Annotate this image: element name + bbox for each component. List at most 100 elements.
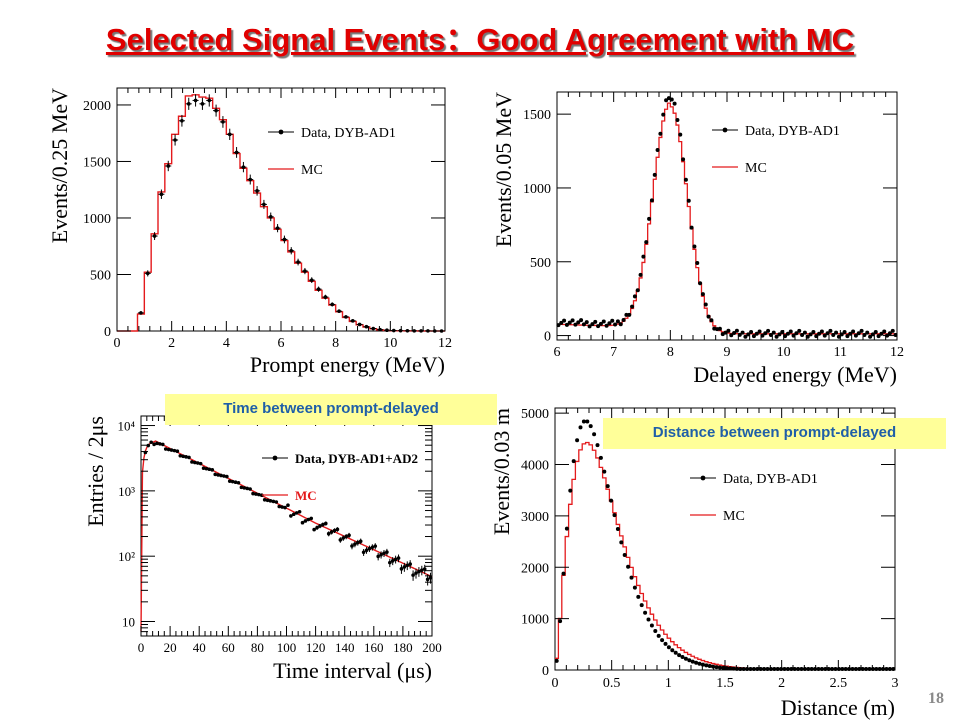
data-point [405, 563, 410, 568]
data-point [347, 533, 351, 538]
data-point [274, 500, 279, 504]
y-tick-label: 500 [90, 268, 111, 283]
data-point [358, 539, 363, 544]
data-point [860, 666, 865, 671]
data-point [236, 481, 241, 485]
x-tick-label: 2.5 [830, 676, 848, 691]
x-axis-title: Distance (m) [781, 695, 895, 720]
x-tick-label: 0 [552, 676, 559, 691]
data-point [791, 333, 796, 338]
data-point [315, 525, 319, 530]
data-point [731, 666, 736, 671]
data-point [774, 334, 779, 339]
data-point [641, 254, 646, 259]
data-point [870, 332, 875, 337]
data-point [721, 665, 726, 670]
data-point [779, 666, 784, 671]
data-point [847, 666, 852, 671]
data-point [743, 334, 748, 339]
data-point [760, 333, 765, 338]
data-point [155, 441, 159, 446]
data-point [388, 560, 392, 565]
data-point [629, 575, 634, 580]
data-point [344, 315, 348, 319]
data-point [694, 660, 699, 665]
data-point [242, 486, 247, 490]
data-point [180, 118, 184, 123]
data-point [822, 333, 827, 338]
plot-frame [116, 87, 446, 332]
data-point [204, 466, 209, 471]
data-point [655, 148, 660, 153]
data-point [289, 514, 293, 518]
data-point [323, 521, 328, 526]
data-point [891, 666, 896, 671]
data-point [777, 332, 782, 337]
legend-prompt [268, 129, 294, 170]
data-point [862, 332, 867, 337]
data-point [398, 328, 403, 333]
data-point [670, 648, 675, 653]
data-point [646, 617, 651, 622]
data-point [571, 459, 576, 464]
data-point [723, 330, 728, 335]
data-point [587, 324, 592, 329]
data-point [884, 666, 889, 671]
data-point [425, 577, 430, 582]
data-point [602, 469, 607, 474]
data-point [879, 331, 884, 336]
data-point [673, 650, 678, 655]
y-tick-label: 2000 [83, 99, 111, 114]
data-point [843, 666, 848, 671]
data-point [613, 322, 618, 327]
data-point [621, 318, 626, 323]
data-point [609, 498, 614, 503]
data-point [570, 318, 575, 323]
data-point [296, 260, 300, 264]
data-point [635, 288, 640, 293]
data-point [624, 312, 629, 317]
data-point [382, 551, 386, 556]
x-tick-label: 140 [335, 640, 355, 655]
data-point [890, 328, 895, 333]
data-point [554, 658, 559, 663]
data-point [765, 666, 770, 671]
data-point [751, 334, 756, 339]
data-point [233, 480, 238, 485]
data-point [159, 192, 164, 197]
data-point [808, 332, 813, 337]
mc-curve [140, 440, 433, 632]
mc-histogram [555, 441, 895, 670]
data-point [780, 330, 785, 335]
data-point [289, 248, 294, 253]
data-point [887, 331, 892, 336]
data-point [408, 562, 412, 566]
data-point [391, 328, 396, 333]
data-point [632, 294, 637, 299]
y-tick-label: 4000 [521, 459, 549, 474]
x-tick-label: 12 [438, 336, 452, 351]
data-point [755, 666, 760, 671]
x-tick-label: 8 [332, 336, 339, 351]
data-point [737, 332, 742, 337]
data-point [687, 658, 692, 663]
data-point [649, 623, 654, 628]
data-point [639, 603, 644, 608]
data-point [887, 666, 892, 671]
data-point [564, 526, 569, 531]
axes-time [140, 416, 433, 636]
legend-data-marker [700, 475, 706, 481]
data-point [734, 666, 739, 671]
data-point [745, 666, 750, 671]
data-point [792, 666, 797, 671]
data-point [601, 319, 606, 324]
time-between-label-box: Time between prompt-delayed [165, 394, 497, 425]
data-point [746, 332, 751, 337]
data-point [826, 666, 831, 671]
data-point [870, 666, 875, 671]
data-point [573, 322, 578, 327]
legend-mc-label: MC [745, 161, 767, 176]
data-point [785, 666, 790, 671]
data-point [207, 467, 212, 472]
data-point [428, 575, 433, 580]
